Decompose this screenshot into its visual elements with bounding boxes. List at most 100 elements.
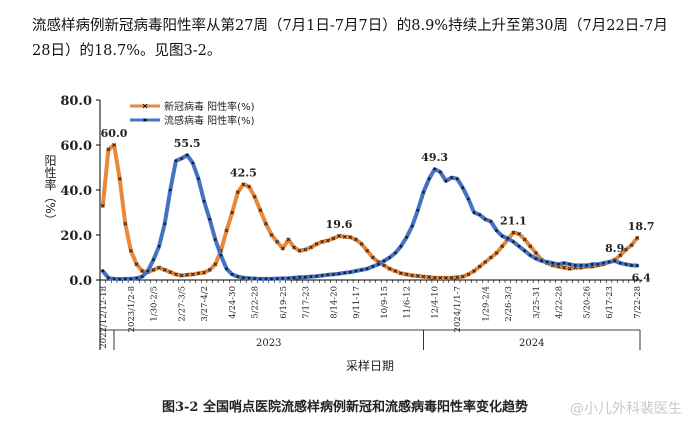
covid-series-point	[196, 271, 201, 276]
flu-series-point	[596, 263, 600, 266]
covid-series-point	[489, 255, 493, 260]
flu-series-point	[140, 275, 144, 278]
flu-series-point	[590, 263, 594, 266]
covid-series-point	[117, 176, 122, 181]
flu-series-point	[191, 161, 195, 165]
flu-series-point	[444, 179, 448, 183]
covid-series-point	[432, 275, 437, 280]
covid-series-point	[190, 272, 195, 277]
flu-series-point	[371, 265, 375, 268]
covid-series-line	[100, 143, 640, 280]
covid-series-point	[472, 269, 476, 273]
x-tick-label: 12/4-10	[431, 286, 441, 319]
covid-series-point	[449, 275, 454, 280]
flu-series-point	[562, 261, 566, 265]
watermark: @小儿外科裴医生	[570, 401, 682, 417]
covid-series-point	[517, 231, 521, 236]
flu-series-point	[343, 271, 346, 274]
covid-series-point	[157, 265, 161, 270]
flu-series-point	[607, 260, 611, 264]
covid-series-point	[460, 274, 465, 279]
covid-series-point	[483, 260, 488, 264]
covid-series-point	[123, 221, 128, 226]
covid-series-point	[269, 233, 274, 237]
covid-series-point	[522, 237, 527, 242]
flu-series-point	[112, 277, 116, 281]
y-tick-label: 60.0	[60, 139, 92, 154]
covid-series-point	[511, 230, 516, 235]
flu-series-point	[422, 191, 425, 194]
flu-series-point	[230, 273, 234, 276]
covid-series-point	[309, 245, 313, 250]
covid-series-point	[264, 221, 268, 226]
flu-series-point	[157, 245, 161, 248]
covid-series-point	[325, 238, 330, 243]
flu-series-point	[197, 177, 200, 180]
y-tick-label: 0.0	[69, 274, 92, 289]
flu-series-point	[225, 267, 228, 270]
flu-series-point	[208, 218, 211, 221]
flu-series-point	[439, 170, 442, 174]
flu-series-point	[270, 277, 273, 281]
flu-series-point	[129, 277, 133, 281]
covid-series-point	[534, 251, 538, 255]
covid-series-point	[252, 194, 257, 199]
flu-series-point	[281, 277, 285, 280]
flu-series-point	[405, 236, 408, 239]
flu-series-point	[118, 277, 121, 281]
flu-series-point	[202, 200, 206, 203]
y-tick-label: 80.0	[60, 94, 92, 109]
flu-series-point	[517, 245, 521, 248]
x-tick-label: 9/11-17	[352, 286, 362, 319]
flu-series-point	[579, 264, 583, 267]
flu-series-point	[624, 263, 628, 266]
flu-series-point	[495, 229, 498, 232]
flu-series-point	[484, 218, 487, 221]
covid-series-point	[320, 239, 325, 244]
flu-series-point	[219, 254, 223, 257]
x-tick-label: 2024/1/1-7	[453, 286, 463, 332]
covid-series-point	[106, 147, 111, 152]
flu-series-point	[337, 272, 341, 275]
covid-series-point	[624, 247, 628, 252]
covid-series-point	[179, 273, 184, 278]
covid-series-point	[235, 190, 240, 195]
flu-series-point	[332, 273, 335, 276]
flu-series-point	[360, 268, 363, 272]
flu-series-point	[613, 259, 616, 263]
covid-series-point	[421, 274, 426, 279]
flu-series-point	[247, 277, 251, 280]
covid-series-point	[247, 184, 251, 189]
x-tick-label: 11/6-12	[403, 286, 413, 319]
covid-series-point	[415, 274, 420, 278]
covid-series-point	[129, 248, 133, 253]
data-label: 18.7	[628, 220, 655, 233]
covid-series-point	[185, 272, 190, 277]
data-label: 19.6	[326, 218, 353, 231]
x-tick-label: 2023/1/2-8	[127, 286, 137, 332]
flu-series-point	[152, 258, 155, 261]
covid-series-point	[162, 267, 167, 272]
flu-series-point	[394, 251, 397, 255]
flu-series-point	[382, 259, 386, 263]
covid-series-point	[230, 210, 235, 215]
flu-series-point	[500, 234, 504, 238]
flu-series-point	[315, 274, 318, 278]
covid-series-point	[528, 244, 533, 249]
data-label: 21.1	[500, 215, 527, 228]
covid-series-point	[354, 237, 358, 242]
x-tick-label: 7/22-28	[633, 286, 643, 319]
flu-series-point	[304, 275, 307, 279]
flu-series-point	[146, 269, 150, 273]
x-tick-label: 5/22-28	[251, 286, 261, 319]
covid-series-point	[275, 239, 280, 244]
flu-series-point	[557, 263, 560, 266]
x-tick-label: 5/20-26	[583, 286, 593, 319]
covid-series-point	[224, 228, 229, 233]
flu-series-point	[568, 263, 571, 266]
legend-marker	[142, 103, 148, 109]
flu-series-point	[534, 257, 538, 260]
flu-series-point	[253, 277, 256, 280]
covid-series-point	[455, 275, 460, 280]
flu-series-point	[427, 177, 431, 180]
